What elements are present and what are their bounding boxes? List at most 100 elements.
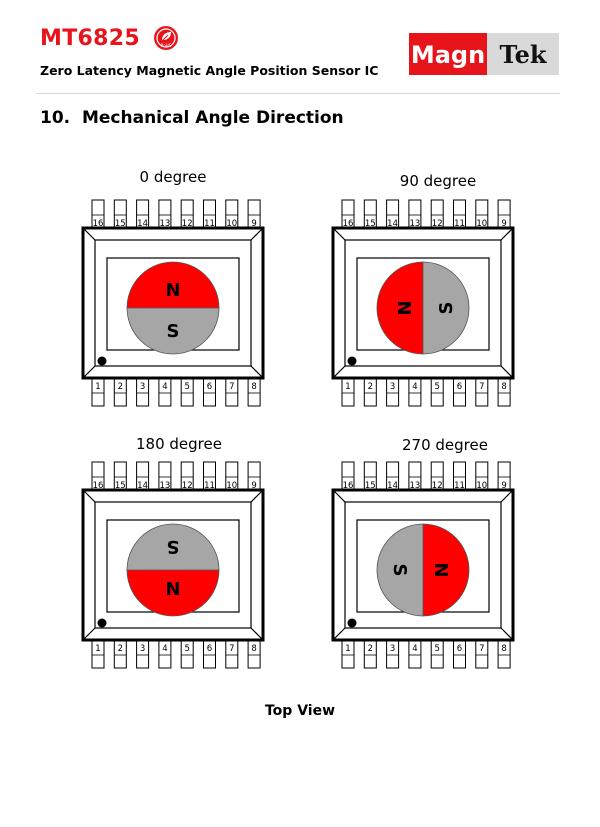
pin-number: 12 [432, 219, 443, 229]
pin-number: 8 [501, 644, 506, 654]
pin-number: 2 [368, 644, 373, 654]
magnet-south-half [126, 523, 220, 571]
north-pole-label: N [430, 562, 451, 577]
package-top-surface [94, 501, 252, 629]
pin-number: 2 [118, 644, 123, 654]
pin-number: 8 [251, 382, 256, 392]
south-pole-label: S [167, 321, 180, 342]
pin-number: 12 [432, 481, 443, 491]
rohs-text: RoHS [161, 43, 172, 48]
package-bevel [500, 227, 514, 241]
pin-number: 16 [93, 481, 104, 491]
package-bevel [500, 489, 514, 503]
pin-number: 11 [454, 481, 465, 491]
pin-number: 2 [368, 382, 373, 392]
pin-number: 5 [434, 382, 439, 392]
pin-number: 6 [457, 644, 462, 654]
pin-number: 16 [343, 219, 354, 229]
angle-label: 270 degree [402, 436, 488, 454]
magnet-north-half [376, 261, 424, 355]
pin-number: 13 [159, 481, 170, 491]
page-header: MT6825 RoHS Zero Latency Magnetic Angle … [0, 0, 600, 100]
pin-number: 7 [229, 644, 234, 654]
pin-number: 1 [345, 644, 350, 654]
pin-number: 11 [204, 481, 215, 491]
pin-number: 11 [454, 219, 465, 229]
pin-number: 6 [207, 644, 212, 654]
pin-number: 8 [501, 382, 506, 392]
pin-number: 8 [251, 644, 256, 654]
magnet-north-half [126, 569, 220, 617]
package-bevel [82, 489, 96, 503]
pin1-marker [347, 356, 357, 366]
pin-number: 5 [434, 644, 439, 654]
pin-number: 2 [118, 382, 123, 392]
angle-label: 90 degree [400, 172, 476, 190]
pin-number: 14 [137, 481, 148, 491]
package-bevel [332, 227, 346, 241]
pin-number: 15 [115, 481, 126, 491]
pin-number: 5 [184, 644, 189, 654]
pin-number: 3 [390, 644, 395, 654]
north-pole-label: N [165, 280, 180, 301]
pin-number: 14 [387, 481, 398, 491]
pin-number: 13 [159, 219, 170, 229]
pin-number: 9 [251, 219, 256, 229]
section-heading: 10. Mechanical Angle Direction [40, 108, 344, 128]
magnet-north-half [422, 523, 470, 617]
south-pole-label: S [167, 536, 180, 557]
pin-number: 9 [251, 481, 256, 491]
pin-number: 10 [476, 481, 487, 491]
top-view-caption: Top View [264, 703, 336, 719]
rohs-leaf-icon: RoHS [154, 26, 178, 50]
pin1-marker [97, 356, 107, 366]
pin-number: 10 [226, 219, 237, 229]
package-bevel [250, 489, 264, 503]
pin-number: 11 [204, 219, 215, 229]
magnet-north-half [126, 261, 220, 309]
magnet: NS [126, 523, 220, 617]
package-bevel [82, 227, 96, 241]
pin-number: 9 [501, 219, 506, 229]
south-pole-label: S [389, 564, 410, 577]
south-pole-label: S [436, 302, 457, 315]
pin-number: 4 [412, 382, 417, 392]
pin-number: 7 [479, 644, 484, 654]
package-top-surface [344, 239, 502, 367]
pin-number: 14 [387, 219, 398, 229]
logo-text-part2: Tek [499, 40, 547, 69]
package-top-surface [344, 501, 502, 629]
pin-number: 6 [207, 382, 212, 392]
pin-number: 3 [140, 644, 145, 654]
header-divider [36, 93, 560, 94]
package-bevel [332, 365, 346, 379]
pin-number: 5 [184, 382, 189, 392]
package-bevel [332, 627, 346, 641]
magntek-logo: Magn Tek [409, 33, 559, 75]
pin-number: 3 [390, 382, 395, 392]
magnet: NS [126, 261, 220, 355]
magnet-south-half [376, 523, 424, 617]
pin-number: 16 [93, 219, 104, 229]
pin-number: 4 [162, 644, 167, 654]
magnet: NS [376, 523, 470, 617]
pin-number: 4 [412, 644, 417, 654]
pin-number: 15 [115, 219, 126, 229]
package-top-surface [94, 239, 252, 367]
magnet-south-half [126, 307, 220, 355]
section-number: 10. [40, 108, 71, 128]
pin-number: 1 [95, 382, 100, 392]
package-bevel [250, 227, 264, 241]
pin-number: 3 [140, 382, 145, 392]
pin-number: 1 [345, 382, 350, 392]
pin1-marker [347, 618, 357, 628]
pin-number: 12 [182, 481, 193, 491]
pin1-marker [97, 618, 107, 628]
part-number: MT6825 [40, 26, 140, 51]
